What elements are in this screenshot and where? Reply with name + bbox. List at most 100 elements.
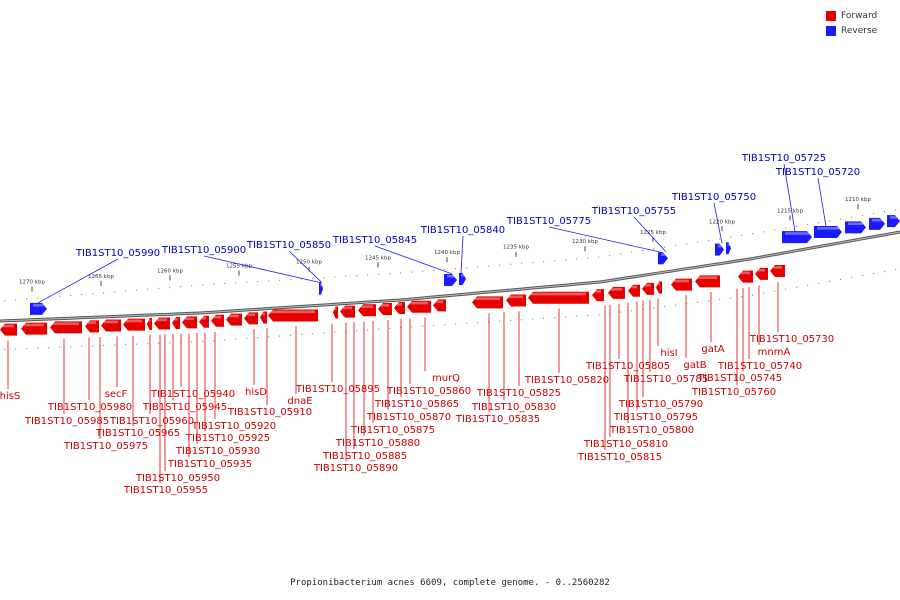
reverse-gene-labels: TIB1ST10_05990 TIB1ST10_05900 TIB1ST10_058… [37,153,860,304]
track-dot [92,345,94,347]
forward-gene [472,296,503,309]
reverse-gene [726,242,731,255]
forward-gene-label: TIB1ST10_05860 [386,386,471,397]
scale-bar: 1270 kbp 1265 kbp 1260 kbp 1255 kbp 1250 kbp… [19,197,871,292]
track-dot [466,267,468,269]
track-dot [37,297,39,299]
forward-gene-label: TIB1ST10_05810 [583,439,668,450]
track-dot [829,280,831,282]
forward-gene [147,318,152,331]
forward-gene-label: hisI [660,348,677,359]
track-dot [444,268,446,271]
scale-tick-label: 1255 kbp [226,264,252,270]
track-dot [114,291,116,293]
forward-gene-label: TIB1ST10_05950 [135,473,220,484]
scale-tick-label: 1245 kbp [365,255,391,261]
track-dot [70,346,72,348]
track-dot [367,274,369,276]
legend-reverse-label: Reverse [841,25,878,36]
scale-tick-label: 1215 kbp [777,208,803,214]
track-dot [521,262,523,264]
track-dot [510,319,512,322]
reverse-gene-leader [548,226,663,253]
forward-gene [333,306,338,319]
reverse-gene [658,252,668,265]
forward-gene-label: TIB1ST10_05795 [613,412,698,423]
scale-tick-label: 1220 kbp [709,219,735,225]
legend-reverse: Reverse [826,23,892,38]
forward-gene [358,304,376,317]
forward-gene [407,300,431,313]
forward-gene-label: TIB1ST10_05930 [175,446,260,457]
track-dot [356,275,358,277]
forward-gene [738,270,753,283]
forward-gene-label: TIB1ST10_05785 [623,374,708,385]
scale-tick-label: 1225 kbp [640,230,666,236]
track-dot [532,318,534,320]
track-dot [818,222,820,224]
track-dot [4,300,6,302]
forward-gene-label: TIB1ST10_05910 [227,407,312,418]
forward-gene-label: TIB1ST10_05890 [313,463,398,474]
forward-gene-label: TIB1ST10_05985 [24,416,109,427]
track-dot [389,327,391,329]
forward-gene [268,309,318,322]
track-dot [873,212,875,215]
track-dot [774,229,776,231]
track-dot [246,281,248,283]
track-dot [378,328,380,330]
track-dot [268,280,270,282]
track-dot [499,264,501,266]
track-dot [15,348,17,350]
forward-gene-label: TIB1ST10_05730 [749,334,834,345]
reverse-gene-leader [460,235,464,274]
forward-gene [770,265,785,278]
forward-gene-label: TIB1ST10_05895 [295,384,380,395]
forward-gene [50,321,82,334]
track-dot [708,239,710,242]
track-dot [136,343,138,345]
reverse-gene-leader [783,163,796,232]
track-dot [895,209,897,211]
reverse-gene-label: TIB1ST10_05990 [75,248,160,259]
forward-gene-label: TIB1ST10_05800 [609,425,694,436]
track-dot [70,294,72,296]
forward-gene-label: TIB1ST10_05820 [524,375,609,386]
forward-gene [211,314,224,327]
track-dot [653,248,655,250]
forward-gene-label: TIB1ST10_05960 [109,416,194,427]
track-dot [378,273,380,275]
track-dot [642,249,644,252]
forward-gene [671,278,692,291]
scale-tick-label: 1240 kbp [434,250,460,256]
forward-gene [0,323,17,336]
track-dot [565,316,567,318]
reverse-gene-label: TIB1ST10_05840 [420,225,505,236]
forward-gene-label: hisD [245,387,267,398]
track-dot [664,305,666,308]
track-dot [103,344,105,347]
reverse-gene [869,217,885,230]
track-dot [576,315,578,317]
reverse-gene [814,226,842,238]
forward-gene-label: TIB1ST10_05760 [691,387,776,398]
track-dot [884,270,886,273]
forward-gene-label: TIB1ST10_05885 [322,451,407,462]
track-dot [224,282,226,285]
track-dot [81,345,83,347]
track-dot [796,225,798,227]
forward-gene-label: TIB1ST10_05875 [350,425,435,436]
track-dot [686,243,688,245]
track-dot [158,287,160,289]
track-dot [818,282,820,284]
track-dot [334,276,336,278]
track-dot [763,231,765,233]
track-dot [323,332,325,334]
forward-gene [642,282,654,295]
track-dot [741,234,743,236]
track-dot [290,334,292,336]
track-dot [312,333,314,335]
track-dot [598,256,600,258]
forward-gene-label: TIB1ST10_05965 [95,428,180,439]
